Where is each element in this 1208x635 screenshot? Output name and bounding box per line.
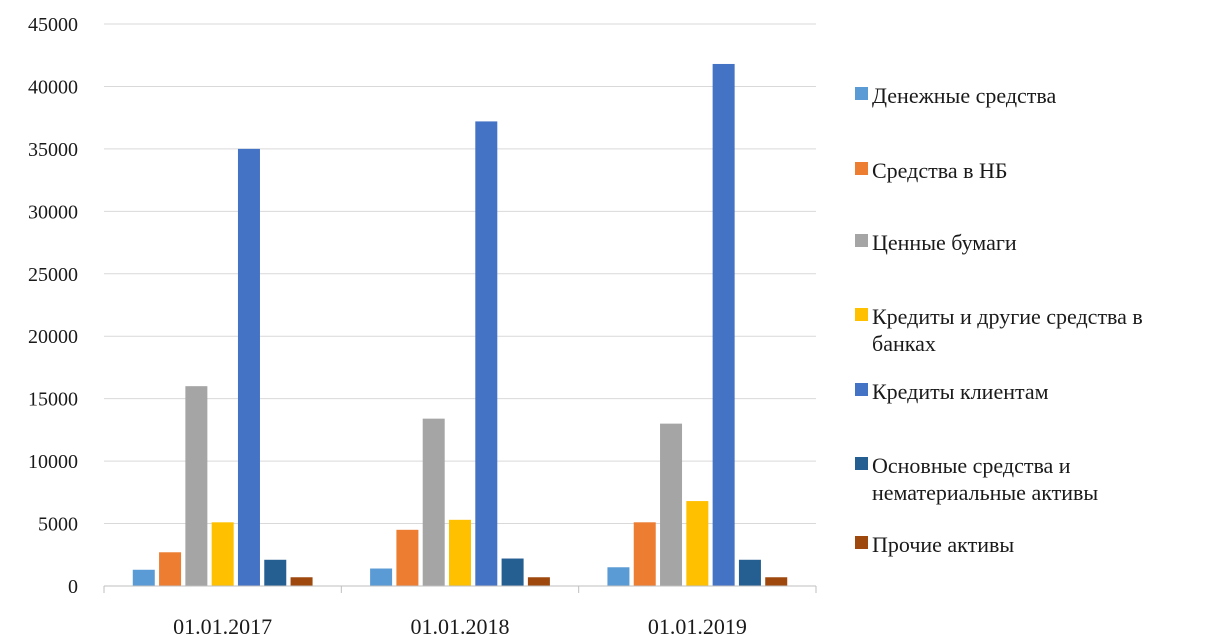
legend-swatch: [855, 457, 868, 470]
bar: [765, 577, 788, 586]
y-tick-label: 35000: [28, 139, 78, 161]
bar: [211, 522, 234, 586]
y-tick-label: 10000: [28, 451, 78, 473]
y-tick-label: 15000: [28, 389, 78, 411]
bar: [712, 63, 735, 587]
bars: [132, 63, 788, 587]
bar: [660, 423, 683, 586]
legend-item: Ценные бумаги: [855, 229, 1202, 256]
y-tick-label: 20000: [28, 326, 78, 348]
bar: [449, 519, 471, 586]
y-tick-label: 5000: [38, 514, 78, 536]
gridlines: [104, 23, 816, 525]
legend-swatch: [855, 308, 868, 321]
bar: [738, 559, 761, 586]
bar: [159, 552, 182, 586]
bar: [264, 559, 287, 586]
y-tick-label: 45000: [28, 14, 78, 36]
x-axis: 01.01.2017 01.01.2018 01.01.2019: [103, 585, 817, 635]
bar: [237, 148, 260, 586]
bar: [290, 577, 313, 586]
legend-swatch: [855, 383, 868, 396]
legend-label: Кредиты клиентам: [872, 379, 1049, 404]
y-tick-label: 25000: [28, 264, 78, 286]
y-tick-label: 0: [68, 576, 78, 598]
bar: [527, 577, 550, 586]
legend-swatch: [855, 536, 868, 549]
legend-label: Средства в НБ: [872, 158, 1008, 183]
bar: [132, 569, 155, 586]
y-tick-label: 30000: [28, 201, 78, 223]
bar-chart: 0 5000 10000 15000 20000 25000 30000 35000 40000…: [28, 14, 817, 635]
legend-swatch: [855, 162, 868, 175]
legend-swatch: [855, 234, 868, 247]
legend-item: Кредиты клиентам: [855, 378, 1202, 405]
bar: [422, 418, 445, 586]
bar: [396, 529, 419, 586]
legend-label: Кредиты и другие средства в банках: [872, 304, 1143, 356]
legend-label: Основные средства и нематериальные актив…: [872, 453, 1099, 505]
bar: [475, 121, 498, 586]
legend-label: Прочие активы: [872, 532, 1015, 557]
legend-item: Прочие активы: [855, 531, 1202, 558]
x-tick-label: 01.01.2019: [648, 614, 747, 635]
bar: [370, 568, 393, 586]
legend-swatch: [855, 87, 868, 100]
legend-item: Кредиты и другие средства в банках: [855, 303, 1202, 357]
bar: [501, 558, 524, 586]
legend-item: Основные средства и нематериальные актив…: [855, 452, 1202, 506]
x-tick-label: 01.01.2018: [411, 614, 510, 635]
y-tick-label: 40000: [28, 76, 78, 98]
bar: [185, 386, 208, 586]
legend-label: Ценные бумаги: [872, 230, 1017, 255]
x-tick-label: 01.01.2017: [173, 614, 272, 635]
bar: [686, 501, 709, 586]
bar: [633, 522, 656, 586]
bar: [607, 567, 630, 586]
legend-label: Денежные средства: [872, 83, 1057, 108]
legend-item: Денежные средства: [855, 82, 1202, 109]
y-axis-ticks: 0 5000 10000 15000 20000 25000 30000 35000 40000…: [28, 14, 78, 598]
legend-item: Средства в НБ: [855, 157, 1202, 184]
